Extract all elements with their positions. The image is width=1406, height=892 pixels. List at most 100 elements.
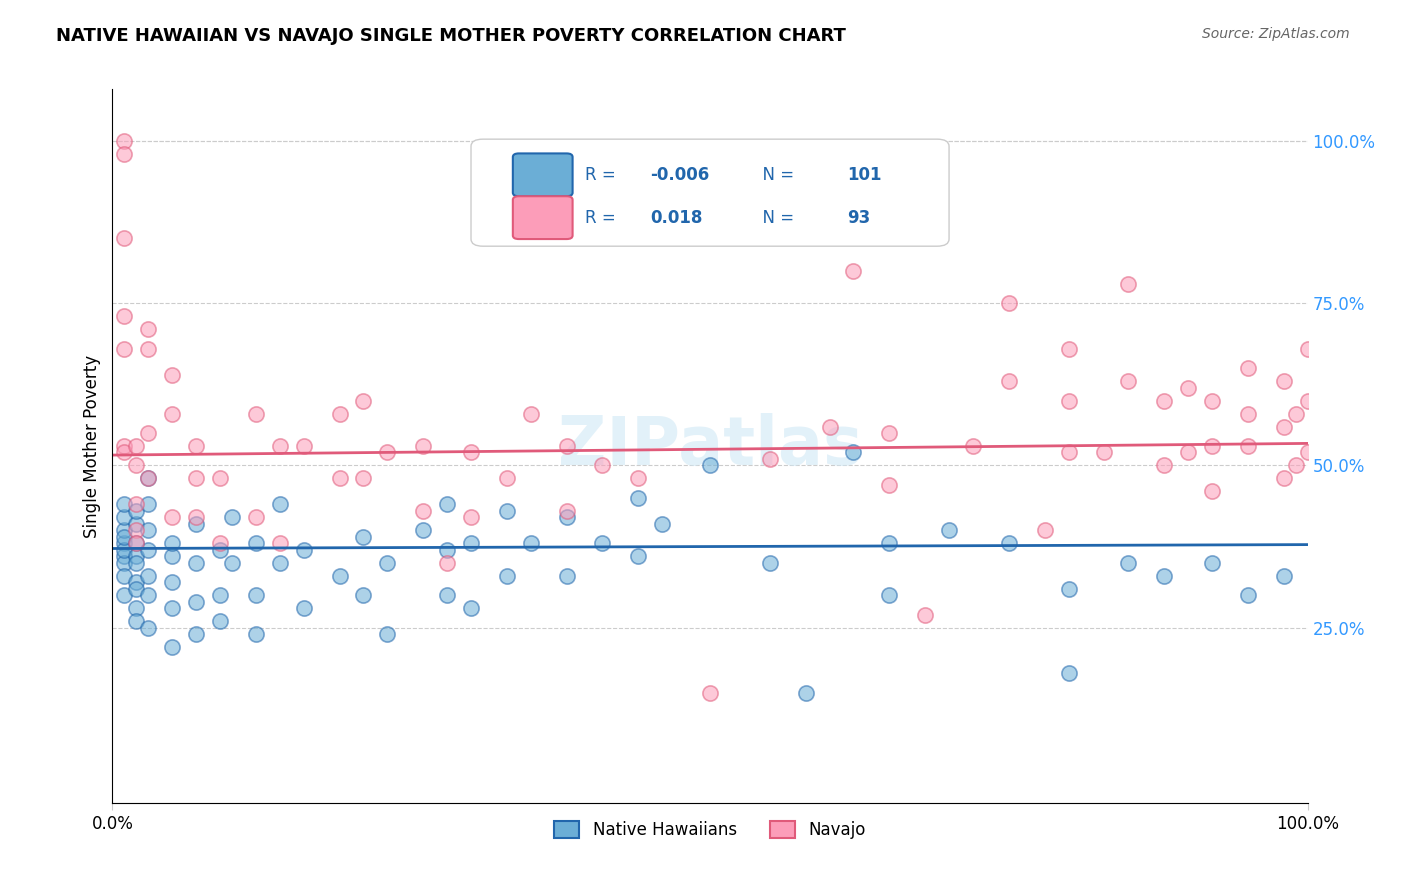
Point bbox=[245, 536, 267, 550]
Point bbox=[209, 588, 232, 602]
Text: -0.006: -0.006 bbox=[650, 166, 710, 184]
Point bbox=[269, 536, 291, 550]
Text: 0.018: 0.018 bbox=[650, 209, 703, 227]
Point bbox=[162, 549, 183, 564]
Point bbox=[1153, 393, 1175, 408]
Point bbox=[460, 510, 482, 524]
Point bbox=[879, 588, 901, 602]
Point bbox=[555, 504, 578, 518]
Point bbox=[138, 471, 160, 485]
Point bbox=[114, 542, 135, 557]
Point bbox=[496, 471, 519, 485]
Point bbox=[377, 556, 399, 570]
Point bbox=[520, 407, 543, 421]
Point bbox=[352, 393, 374, 408]
Point bbox=[1237, 588, 1260, 602]
Point bbox=[1057, 445, 1080, 459]
Point bbox=[436, 556, 458, 570]
Point bbox=[186, 510, 208, 524]
Point bbox=[245, 510, 267, 524]
Point bbox=[627, 549, 650, 564]
Text: NATIVE HAWAIIAN VS NAVAJO SINGLE MOTHER POVERTY CORRELATION CHART: NATIVE HAWAIIAN VS NAVAJO SINGLE MOTHER … bbox=[56, 27, 846, 45]
Point bbox=[1237, 439, 1260, 453]
Point bbox=[998, 374, 1021, 388]
Point bbox=[759, 556, 782, 570]
Point bbox=[138, 621, 160, 635]
Text: N =: N = bbox=[752, 209, 799, 227]
Point bbox=[1057, 393, 1080, 408]
Point bbox=[186, 595, 208, 609]
Point bbox=[460, 536, 482, 550]
Point bbox=[269, 497, 291, 511]
Point bbox=[555, 510, 578, 524]
Point bbox=[352, 471, 374, 485]
Point bbox=[1057, 666, 1080, 681]
Point bbox=[245, 407, 267, 421]
Point bbox=[1153, 458, 1175, 473]
Point bbox=[162, 407, 183, 421]
Point bbox=[114, 524, 135, 538]
Point bbox=[209, 614, 232, 628]
Point bbox=[555, 568, 578, 582]
Point bbox=[651, 516, 673, 531]
Point bbox=[114, 556, 135, 570]
Point bbox=[162, 368, 183, 382]
Point bbox=[114, 497, 135, 511]
Point bbox=[125, 458, 148, 473]
Point bbox=[520, 536, 543, 550]
Point bbox=[138, 568, 160, 582]
Point bbox=[114, 147, 135, 161]
Point bbox=[436, 542, 458, 557]
Point bbox=[138, 322, 160, 336]
Point bbox=[125, 556, 148, 570]
Point bbox=[352, 588, 374, 602]
Point bbox=[759, 452, 782, 467]
Point bbox=[592, 536, 614, 550]
FancyBboxPatch shape bbox=[471, 139, 949, 246]
Point bbox=[162, 640, 183, 654]
Point bbox=[221, 556, 243, 570]
Point bbox=[125, 575, 148, 590]
Point bbox=[186, 556, 208, 570]
Point bbox=[914, 607, 936, 622]
Point bbox=[138, 588, 160, 602]
Point bbox=[125, 582, 148, 596]
Point bbox=[125, 614, 148, 628]
Point bbox=[125, 439, 148, 453]
Point bbox=[292, 542, 315, 557]
Point bbox=[138, 524, 160, 538]
Point bbox=[436, 588, 458, 602]
Point bbox=[627, 491, 650, 505]
Point bbox=[699, 685, 721, 699]
Text: Source: ZipAtlas.com: Source: ZipAtlas.com bbox=[1202, 27, 1350, 41]
Point bbox=[114, 231, 135, 245]
Point bbox=[221, 510, 243, 524]
Point bbox=[292, 439, 315, 453]
Point bbox=[377, 445, 399, 459]
Point bbox=[292, 601, 315, 615]
Point bbox=[1272, 374, 1295, 388]
Point bbox=[269, 556, 291, 570]
Point bbox=[938, 524, 960, 538]
Point bbox=[114, 342, 135, 356]
Point bbox=[1272, 568, 1295, 582]
Point bbox=[1033, 524, 1056, 538]
Point bbox=[138, 497, 160, 511]
Point bbox=[460, 445, 482, 459]
Point bbox=[138, 425, 160, 440]
Point bbox=[1201, 439, 1223, 453]
Point bbox=[1201, 556, 1223, 570]
Point bbox=[1285, 458, 1308, 473]
Point bbox=[1285, 407, 1308, 421]
Point bbox=[1296, 445, 1319, 459]
Point bbox=[1272, 419, 1295, 434]
Point bbox=[1177, 381, 1199, 395]
Point bbox=[794, 685, 817, 699]
Point bbox=[329, 568, 352, 582]
Point bbox=[962, 439, 984, 453]
Point bbox=[186, 516, 208, 531]
Point bbox=[496, 568, 519, 582]
Point bbox=[114, 530, 135, 544]
Point bbox=[1201, 393, 1223, 408]
Point bbox=[186, 471, 208, 485]
